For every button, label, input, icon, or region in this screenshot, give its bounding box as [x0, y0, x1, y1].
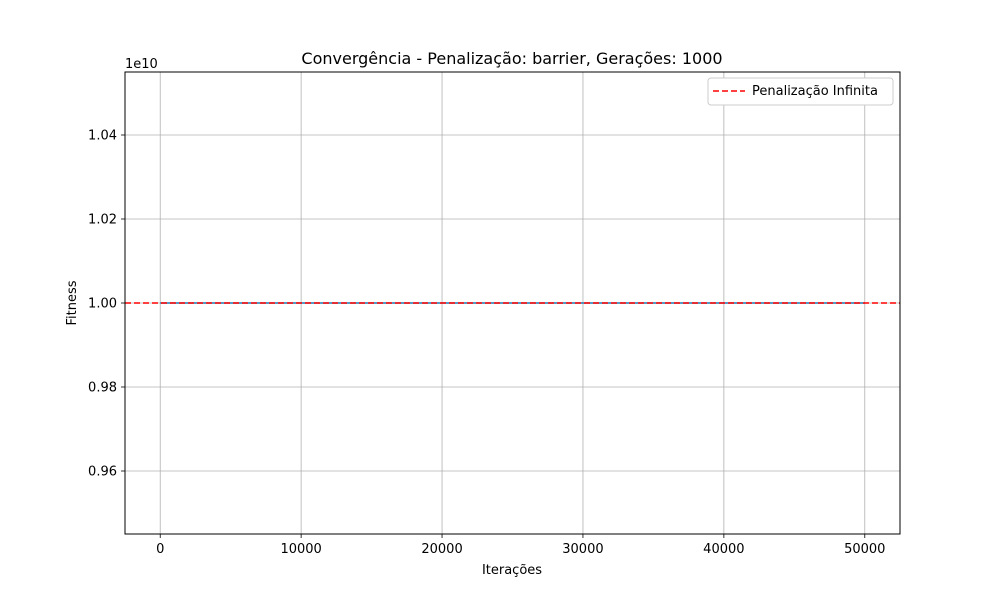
x-tick-label: 50000 [844, 542, 885, 557]
legend-label-penalizacao-infinita: Penalização Infinita [752, 84, 878, 99]
x-tick-label: 40000 [703, 542, 744, 557]
x-axis-label: Iterações [482, 563, 542, 578]
y-tick-label: 0.96 [88, 465, 117, 480]
y-tick-label: 1.04 [88, 129, 117, 144]
y-axis-ticks: 0.96 0.98 1.00 1.02 1.04 [88, 129, 125, 480]
y-tick-label: 1.02 [88, 213, 117, 228]
y-tick-label: 0.98 [88, 381, 117, 396]
chart-title: Convergência - Penalização: barrier, Ger… [301, 49, 722, 68]
x-tick-label: 10000 [280, 542, 321, 557]
x-tick-label: 30000 [562, 542, 603, 557]
x-tick-label: 20000 [421, 542, 462, 557]
y-axis-label: Fitness [65, 280, 80, 325]
x-axis-ticks: 0 10000 20000 30000 40000 50000 [156, 534, 885, 557]
y-tick-label: 1.00 [88, 297, 117, 312]
x-tick-label: 0 [156, 542, 164, 557]
legend: Penalização Infinita [707, 77, 894, 106]
legend-box [707, 77, 894, 106]
y-offset-label: 1e10 [125, 57, 158, 72]
